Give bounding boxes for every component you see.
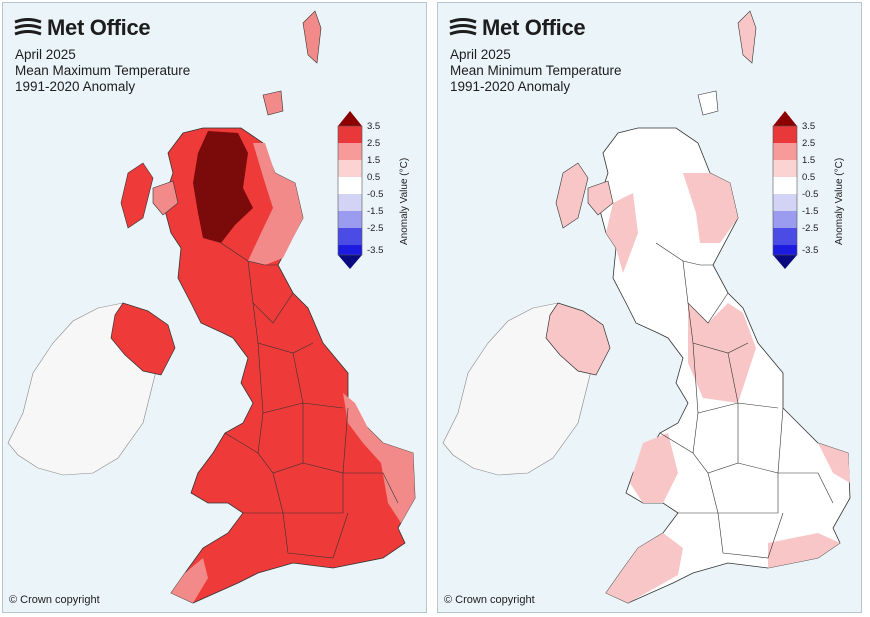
- copyright-notice: © Crown copyright: [9, 594, 100, 606]
- map-title-block: April 2025 Mean Maximum Temperature 1991…: [15, 47, 190, 95]
- met-office-logo: Met Office: [448, 15, 586, 41]
- min-band-low-east-anglia: [818, 443, 850, 483]
- region-boundaries: [220, 242, 399, 559]
- met-office-swirl-icon: [14, 18, 42, 36]
- northern-ireland: [110, 302, 176, 376]
- colorbar-title: Anomaly Value (°C): [399, 157, 410, 245]
- colorbar-tick: -2.5: [802, 223, 819, 234]
- map-title-block: April 2025 Mean Minimum Temperature 1991…: [450, 47, 622, 95]
- map-variable: Mean Maximum Temperature: [15, 63, 191, 78]
- colorbar-scale: [337, 111, 363, 269]
- shetland-islands: [302, 10, 322, 64]
- skye-island: [587, 180, 614, 216]
- colorbar-cap-bottom: [773, 255, 797, 269]
- max-band-low-east-coast: [343, 393, 415, 523]
- colorbar: 3.5 2.5 1.5 0.5 -0.5 -1.5 -2.5 -3.5 Anom…: [335, 111, 415, 271]
- shetland-islands: [737, 10, 757, 64]
- met-office-swirl-icon: [449, 18, 477, 36]
- met-office-logo: Met Office: [13, 15, 151, 41]
- colorbar-tick: -3.5: [367, 245, 384, 256]
- hebrides-islands: [555, 162, 589, 229]
- colorbar-tick: 1.5: [802, 155, 816, 166]
- colorbar-scale: [772, 111, 798, 269]
- min-band-low-south-coast: [768, 533, 840, 568]
- map-month: April 2025: [15, 47, 76, 62]
- hebrides-islands: [120, 162, 154, 229]
- orkney-islands: [262, 90, 284, 116]
- max-band-highest-highlands: [193, 131, 253, 243]
- min-band-low-scotland-east: [683, 173, 738, 243]
- colorbar-tick: -2.5: [367, 223, 384, 234]
- min-band-low-south-west: [606, 533, 683, 603]
- map-panel-max: Met Office April 2025 Mean Maximum Tempe…: [2, 2, 427, 613]
- skye-island: [152, 180, 179, 216]
- colorbar-tick: 2.5: [802, 138, 816, 149]
- map-panel-min: Met Office April 2025 Mean Minimum Tempe…: [437, 2, 862, 613]
- map-month: April 2025: [450, 47, 511, 62]
- max-band-low-scotland-east: [248, 143, 303, 265]
- colorbar-tick: -3.5: [802, 245, 819, 256]
- min-band-low-scotland-west: [606, 193, 638, 273]
- colorbar-tick: -1.5: [802, 206, 819, 217]
- copyright-notice: © Crown copyright: [444, 594, 535, 606]
- brand-name: Met Office: [47, 15, 151, 40]
- max-band-low-cornwall: [171, 558, 208, 603]
- uk-map-max: [7, 10, 416, 604]
- colorbar-tick: 3.5: [802, 121, 816, 132]
- orkney-islands: [697, 90, 719, 116]
- min-band-low-north-england: [688, 303, 756, 403]
- colorbar-tick: -1.5: [367, 206, 384, 217]
- colorbar-title: Anomaly Value (°C): [834, 157, 845, 245]
- map-baseline: 1991-2020 Anomaly: [15, 79, 136, 94]
- min-band-low-wales: [630, 433, 678, 503]
- colorbar: 3.5 2.5 1.5 0.5 -0.5 -1.5 -2.5 -3.5 Anom…: [770, 111, 850, 271]
- colorbar-tick: 2.5: [367, 138, 381, 149]
- map-variable: Mean Minimum Temperature: [450, 63, 622, 78]
- colorbar-tick: 1.5: [367, 155, 381, 166]
- colorbar-cap-top: [773, 111, 797, 126]
- map-baseline: 1991-2020 Anomaly: [450, 79, 571, 94]
- colorbar-cap-top: [338, 111, 362, 126]
- colorbar-tick: -0.5: [802, 189, 819, 200]
- colorbar-tick: -0.5: [367, 189, 384, 200]
- brand-name: Met Office: [482, 15, 586, 40]
- colorbar-tick: 0.5: [367, 172, 381, 183]
- region-boundaries: [655, 242, 834, 559]
- colorbar-cap-bottom: [338, 255, 362, 269]
- colorbar-tick: 3.5: [367, 121, 381, 132]
- uk-map-min: [442, 10, 851, 604]
- colorbar-tick: 0.5: [802, 172, 816, 183]
- northern-ireland: [545, 302, 611, 376]
